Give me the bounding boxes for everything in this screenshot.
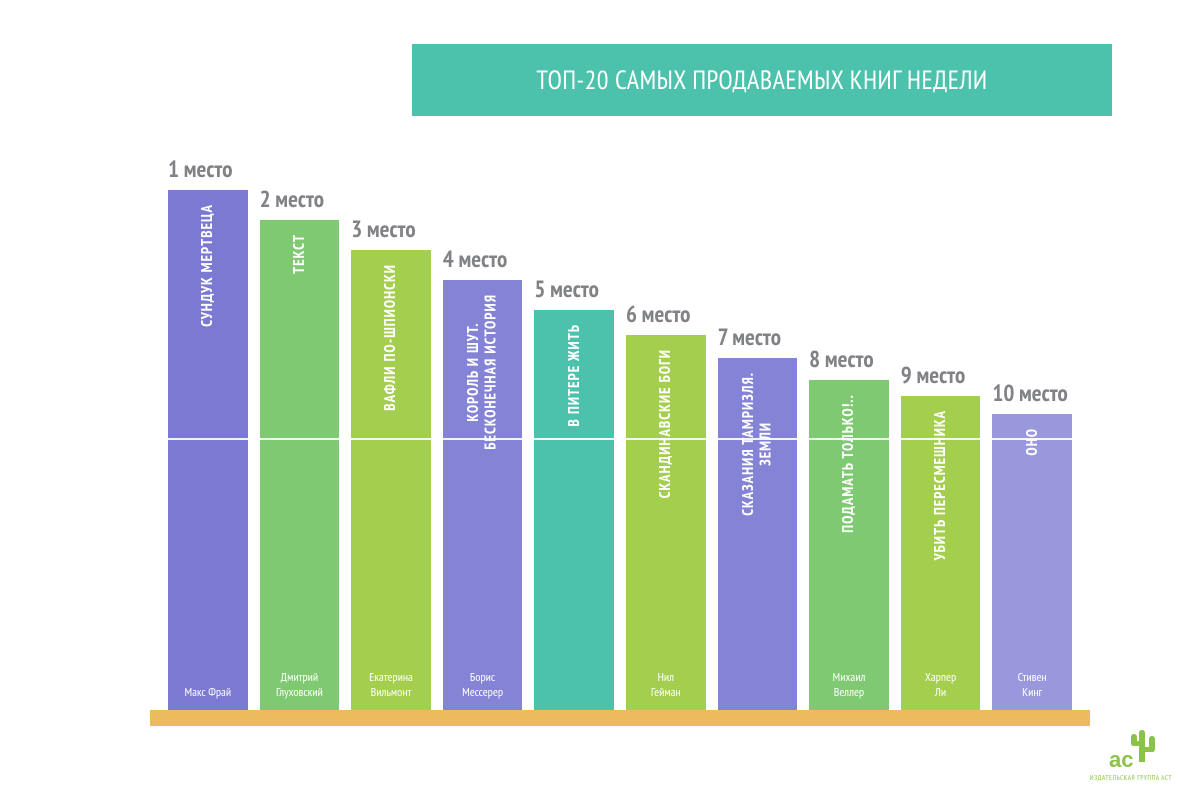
book-spine: ПОДАМАТЬ ТОЛЬКО!.. Михаил Веллер bbox=[809, 380, 889, 710]
book-spine: УБИТЬ ПЕРЕСМЕШНИКА Харпер Ли bbox=[901, 396, 981, 710]
svg-text:ас: ас bbox=[1109, 747, 1133, 771]
book-bar: 7 местоСКАЗАНИЯ ТАМРИЗЛЯ. ЗЕМЛИ bbox=[718, 358, 798, 710]
book-author: Нил Гейман bbox=[647, 671, 685, 700]
book-author: Михаил Веллер bbox=[829, 671, 870, 700]
book-author: Стивен Кинг bbox=[1014, 671, 1051, 700]
book-title: ОНО bbox=[1024, 428, 1041, 456]
book-author: Екатерина Вильмонт bbox=[365, 671, 417, 700]
book-bar: 1 местоСУНДУК МЕРТВЕЦАМакс Фрай bbox=[168, 190, 248, 710]
rank-label: 7 место bbox=[718, 323, 781, 352]
book-title: ВАФЛИ ПО-ШПИОНСКИ bbox=[382, 264, 399, 411]
baseline-divider bbox=[150, 438, 1090, 440]
book-title: УБИТЬ ПЕРЕСМЕШНИКА bbox=[932, 410, 949, 560]
book-bar: 4 местоКОРОЛЬ И ШУТ. БЕСКОНЕЧНАЯ ИСТОРИЯ… bbox=[443, 280, 523, 710]
book-author: Борис Мессерер bbox=[458, 671, 507, 700]
chart-area: 1 местоСУНДУК МЕРТВЕЦАМакс Фрай2 местоТЕ… bbox=[150, 166, 1090, 726]
book-spine: ОНО Стивен Кинг bbox=[992, 414, 1072, 710]
book-spine: В ПИТЕРЕ ЖИТЬ bbox=[534, 310, 614, 710]
bars-container: 1 местоСУНДУК МЕРТВЕЦАМакс Фрай2 местоТЕ… bbox=[168, 190, 1072, 710]
publisher-logo: ас ИЗДАТЕЛЬСКАЯ ГРУППА АСТ bbox=[1090, 727, 1172, 782]
book-title: В ПИТЕРЕ ЖИТЬ bbox=[566, 324, 583, 426]
logo-subtext: ИЗДАТЕЛЬСКАЯ ГРУППА АСТ bbox=[1090, 773, 1172, 782]
book-bar: 5 местоВ ПИТЕРЕ ЖИТЬ bbox=[534, 310, 614, 710]
book-title: СКАНДИНАВСКИЕ БОГИ bbox=[657, 349, 674, 498]
book-spine: СУНДУК МЕРТВЕЦА Макс Фрай bbox=[168, 190, 248, 710]
title-banner: ТОП-20 САМЫХ ПРОДАВАЕМЫХ КНИГ НЕДЕЛИ bbox=[412, 44, 1112, 116]
book-author bbox=[753, 672, 761, 700]
book-bar: 9 местоУБИТЬ ПЕРЕСМЕШНИКАХарпер Ли bbox=[901, 396, 981, 710]
book-title: ПОДАМАТЬ ТОЛЬКО!.. bbox=[840, 394, 857, 533]
book-spine: СКАЗАНИЯ ТАМРИЗЛЯ. ЗЕМЛИ bbox=[718, 358, 798, 710]
book-author bbox=[570, 672, 578, 700]
book-bar: 2 местоТЕКСТДмитрий Глуховский bbox=[260, 220, 340, 710]
book-author: Дмитрий Глуховский bbox=[272, 671, 327, 700]
rank-label: 3 место bbox=[351, 215, 415, 244]
book-spine: ТЕКСТ Дмитрий Глуховский bbox=[260, 220, 340, 710]
rank-label: 1 место bbox=[168, 155, 232, 184]
rank-label: 9 место bbox=[901, 361, 965, 390]
book-title: СКАЗАНИЯ ТАМРИЗЛЯ. ЗЕМЛИ bbox=[740, 372, 775, 516]
book-bar: 10 местоОНОСтивен Кинг bbox=[992, 414, 1072, 710]
book-spine: ВАФЛИ ПО-ШПИОНСКИ Екатерина Вильмонт bbox=[351, 250, 431, 710]
rank-label: 5 место bbox=[534, 275, 598, 304]
book-title: КОРОЛЬ И ШУТ. БЕСКОНЕЧНАЯ ИСТОРИЯ bbox=[465, 294, 500, 450]
book-bar: 6 местоСКАНДИНАВСКИЕ БОГИНил Гейман bbox=[626, 335, 706, 710]
rank-label: 4 место bbox=[443, 245, 507, 274]
rank-label: 6 место bbox=[626, 300, 690, 329]
book-title: СУНДУК МЕРТВЕЦА bbox=[199, 204, 216, 327]
book-bar: 3 местоВАФЛИ ПО-ШПИОНСКИЕкатерина Вильмо… bbox=[351, 250, 431, 710]
book-spine: КОРОЛЬ И ШУТ. БЕСКОНЕЧНАЯ ИСТОРИЯ Борис М… bbox=[443, 280, 523, 710]
chart-title: ТОП-20 САМЫХ ПРОДАВАЕМЫХ КНИГ НЕДЕЛИ bbox=[536, 64, 987, 97]
rank-label: 10 место bbox=[992, 379, 1067, 408]
book-author: Макс Фрай bbox=[180, 672, 235, 700]
rank-label: 8 место bbox=[809, 345, 873, 374]
book-author: Харпер Ли bbox=[921, 671, 960, 700]
rank-label: 2 место bbox=[260, 185, 324, 214]
book-title: ТЕКСТ bbox=[291, 234, 308, 274]
cactus-logo-icon: ас bbox=[1101, 727, 1161, 771]
shelf bbox=[150, 710, 1090, 726]
book-bar: 8 местоПОДАМАТЬ ТОЛЬКО!..Михаил Веллер bbox=[809, 380, 889, 710]
book-spine: СКАНДИНАВСКИЕ БОГИ Нил Гейман bbox=[626, 335, 706, 710]
